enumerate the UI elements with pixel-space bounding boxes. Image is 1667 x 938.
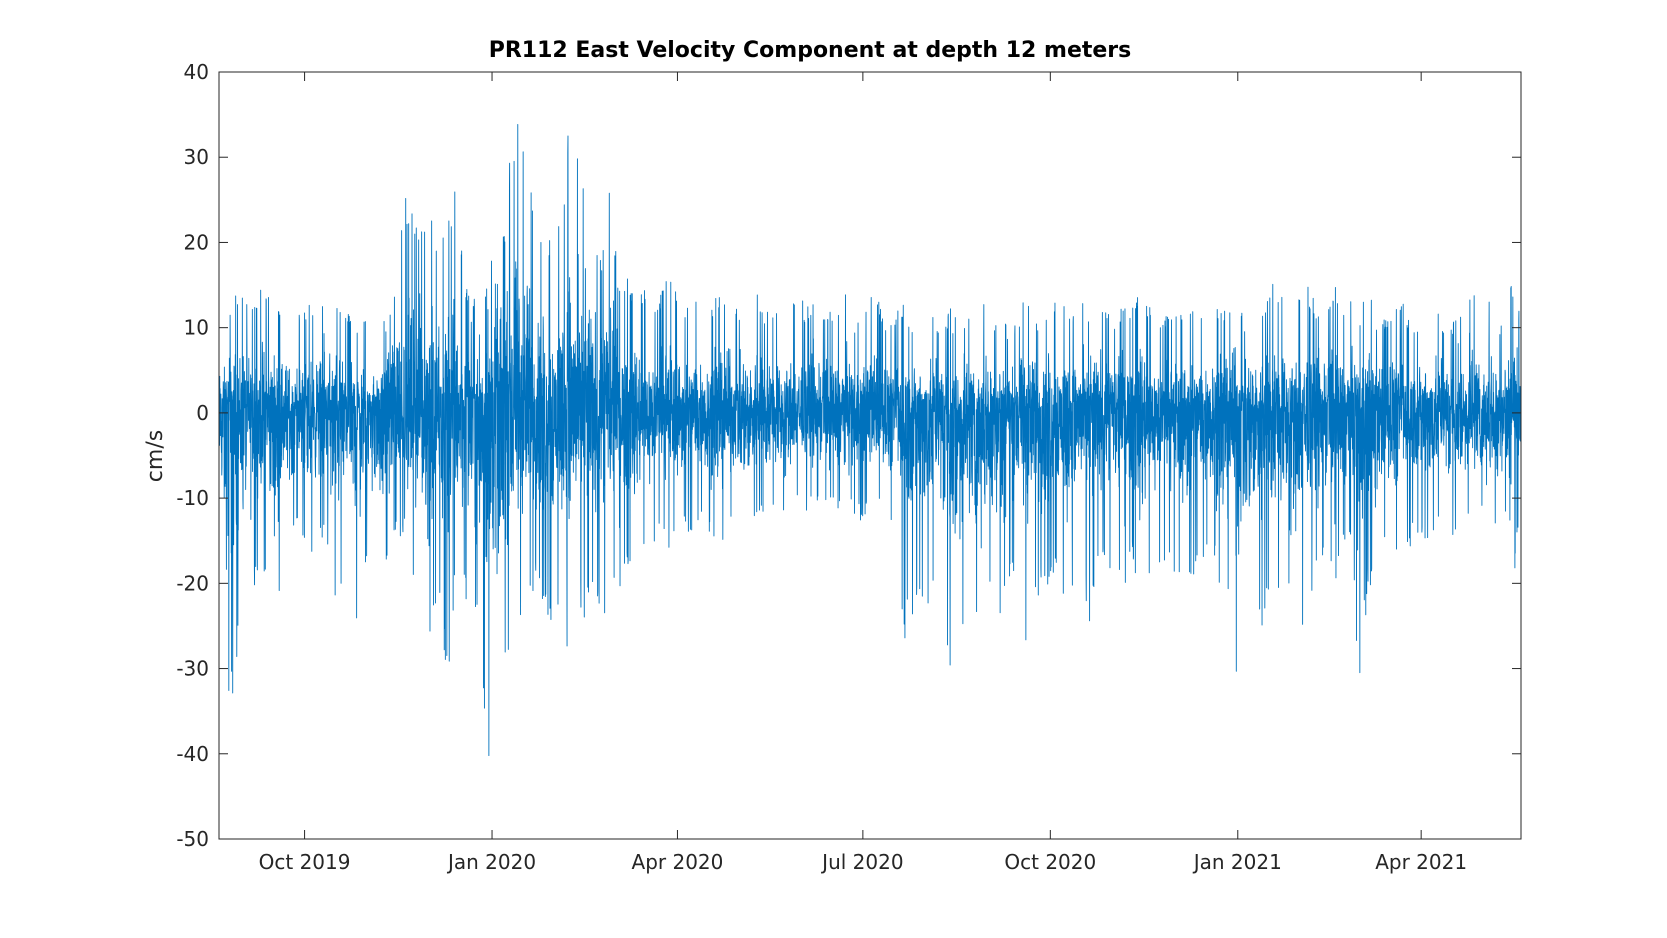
x-axis: Oct 2019 Jan 2020 Apr 2020 Jul 2020 Oct 2020… <box>259 72 1467 874</box>
series-layer <box>218 124 1522 757</box>
y-tick-label: -10 <box>176 486 209 510</box>
y-tick-label: -50 <box>176 827 209 851</box>
y-tick-label: 0 <box>196 401 209 425</box>
x-tick-label: Apr 2021 <box>1375 850 1467 874</box>
y-tick-label: -40 <box>176 742 209 766</box>
plot-area-frame <box>218 71 1522 840</box>
y-axis-label: cm/s <box>143 430 168 482</box>
x-tick-label: Oct 2020 <box>1004 850 1096 874</box>
y-tick-label: -20 <box>176 571 209 595</box>
x-tick-label: Jul 2020 <box>820 850 903 874</box>
chart-title: PR112 East Velocity Component at depth 1… <box>489 38 1132 63</box>
y-tick-label: 30 <box>184 145 209 169</box>
x-tick-label: Jan 2021 <box>1192 850 1282 874</box>
y-axis: -50 -40 -30 -20 -10 0 10 20 30 40 <box>176 60 1521 851</box>
x-tick-label: Apr 2020 <box>632 850 724 874</box>
x-tick-label: Jan 2020 <box>446 850 536 874</box>
series-line-east-velocity <box>218 124 1522 757</box>
x-tick-label: Oct 2019 <box>259 850 351 874</box>
y-tick-label: 10 <box>184 316 209 340</box>
y-tick-label: -30 <box>176 657 209 681</box>
y-tick-label: 40 <box>184 60 209 84</box>
y-tick-label: 20 <box>184 230 209 254</box>
